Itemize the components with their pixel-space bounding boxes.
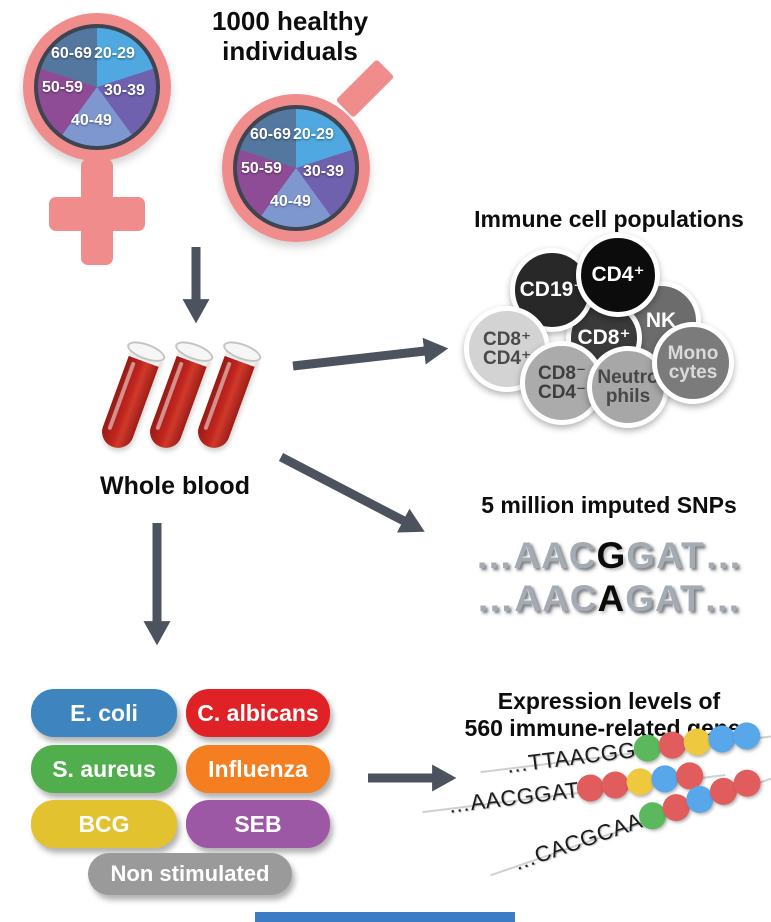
- snp-variant-allele: G: [596, 535, 627, 576]
- immune-cells-title: Immune cell populations: [474, 206, 744, 232]
- stimulus-pill-ecoli: E. coli: [31, 689, 177, 737]
- tube-shine: [203, 361, 232, 431]
- figure-title: 1000 healthy individuals: [211, 6, 369, 67]
- arrow-blood-to-snps: [278, 453, 425, 533]
- expression-dot: [649, 763, 680, 794]
- expression-dot: [706, 723, 737, 755]
- age-label-50-59: 50-59: [42, 79, 83, 96]
- pill-label: E. coli: [70, 699, 138, 726]
- cell-label: CD8⁺ CD4⁺: [482, 328, 532, 369]
- male-age-pie-chart: 20-29 30-39 40-49 50-59 60-69: [233, 105, 359, 231]
- tube-shine: [107, 361, 136, 431]
- age-label-40-49: 40-49: [71, 112, 112, 129]
- expression-dot: [656, 730, 688, 761]
- female-age-pie-chart: 20-29 30-39 40-49 50-59 60-69: [34, 24, 160, 150]
- snp-sequence-2: …AACAGAT…: [448, 578, 770, 620]
- cell-label: NK: [645, 309, 677, 333]
- stimulus-pill-influenza: Influenza: [186, 745, 330, 793]
- expression-dot: [624, 766, 656, 797]
- snps-title: 5 million imputed SNPs: [481, 492, 737, 518]
- bottom-partial-bar: [255, 912, 515, 922]
- expression-dot: [600, 769, 631, 801]
- snp-seq-pre: …AAC: [476, 578, 598, 619]
- expression-dot: [681, 727, 712, 758]
- age-label-60-69: 60-69: [250, 126, 291, 143]
- age-label-60-69: 60-69: [51, 45, 92, 62]
- arrow-blood-to-cells: [292, 337, 449, 371]
- strand-sequence: …CACGCAA: [509, 807, 646, 875]
- pill-label: SEB: [234, 810, 282, 837]
- cell-label: Neutro phils: [597, 366, 659, 407]
- female-circle: 20-29 30-39 40-49 50-59 60-69: [23, 13, 171, 161]
- cell-label: CD4⁺: [591, 263, 645, 287]
- male-circle: 20-29 30-39 40-49 50-59 60-69: [222, 94, 370, 242]
- cell-label: CD19⁺: [519, 278, 585, 302]
- age-label-20-29: 20-29: [94, 45, 135, 62]
- cell-label: CD8⁻ CD4⁻: [537, 362, 587, 403]
- pill-label: Non stimulated: [110, 861, 270, 886]
- age-label-40-49: 40-49: [270, 193, 311, 210]
- tube-shine: [155, 361, 184, 431]
- cell-label: Mono cytes: [667, 342, 719, 383]
- snp-sequence-1: …AACGGAT…: [448, 535, 770, 577]
- expression-dot: [731, 720, 762, 752]
- female-symbol: 20-29 30-39 40-49 50-59 60-69: [23, 13, 223, 273]
- whole-blood-label: Whole blood: [100, 472, 250, 500]
- snp-seq-post: GAT…: [626, 535, 743, 576]
- snp-seq-pre: …AAC: [475, 535, 597, 576]
- stimulus-pill-nonstimulated: Non stimulated: [88, 853, 292, 895]
- strand-sequence: …AACGGAT: [446, 776, 581, 818]
- stimulus-pill-seb: SEB: [186, 800, 330, 848]
- pill-label: C. albicans: [197, 699, 319, 726]
- female-cross-horizontal: [49, 197, 145, 231]
- stimulus-pill-bcg: BCG: [31, 800, 177, 848]
- pill-label: BCG: [78, 810, 130, 837]
- male-symbol: 20-29 30-39 40-49 50-59 60-69: [222, 46, 412, 246]
- stimulus-pill-saureus: S. aureus: [31, 745, 177, 793]
- snp-seq-post: GAT…: [625, 578, 742, 619]
- pill-label: S. aureus: [52, 755, 156, 782]
- age-label-30-39: 30-39: [104, 82, 145, 99]
- pill-label: Influenza: [208, 755, 308, 782]
- age-label-50-59: 50-59: [241, 160, 282, 177]
- cell-label: CD8⁺: [577, 326, 631, 350]
- stimulus-pill-calbicans: C. albicans: [186, 689, 330, 737]
- cell-circle-monocytes: Mono cytes: [652, 322, 734, 404]
- age-label-20-29: 20-29: [293, 126, 334, 143]
- snp-variant-allele: A: [597, 578, 626, 619]
- age-label-30-39: 30-39: [303, 163, 344, 180]
- cell-circle-cd4: CD4⁺: [576, 233, 660, 317]
